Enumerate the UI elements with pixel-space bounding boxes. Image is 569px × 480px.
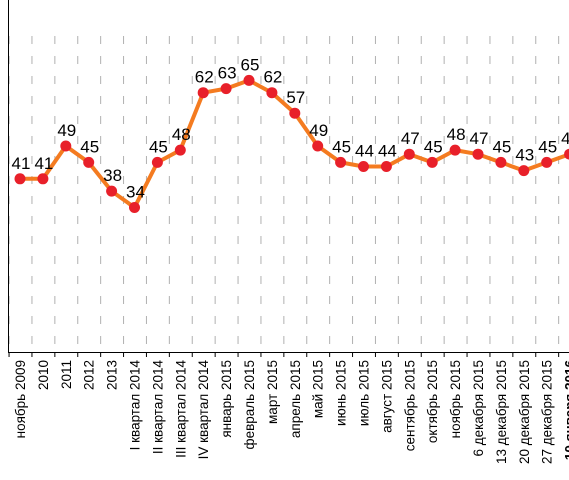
data-point	[266, 87, 278, 99]
axes	[8, 0, 569, 357]
data-label: 47	[561, 129, 569, 148]
x-tick-label: 6 декабря 2015	[471, 360, 486, 457]
x-tick-label: июнь 2015	[334, 360, 349, 426]
x-tick-label: 13 декабря 2015	[494, 360, 509, 464]
data-point	[541, 156, 553, 168]
x-tick-label: январь 2015	[219, 360, 234, 438]
data-label: 48	[172, 125, 191, 144]
data-label: 47	[401, 129, 420, 148]
x-tick-label: 27 декабря 2015	[540, 360, 555, 464]
data-point	[289, 107, 301, 119]
grid-lines	[8, 36, 560, 348]
x-tick-label: июль 2015	[357, 360, 372, 426]
x-tick-label: август 2015	[379, 360, 394, 433]
data-label: 44	[355, 142, 374, 161]
data-point	[220, 83, 232, 95]
data-label: 49	[309, 121, 328, 140]
data-point	[151, 156, 163, 168]
data-label: 63	[218, 64, 237, 83]
data-label: 44	[378, 142, 397, 161]
x-tick-label: 20 декабря 2015	[517, 360, 532, 464]
data-label: 65	[241, 55, 260, 74]
data-point	[106, 185, 118, 197]
data-point	[449, 144, 461, 156]
data-point	[518, 165, 530, 177]
x-tick-label: 10 января 2016	[563, 360, 569, 461]
x-tick-label: март 2015	[265, 360, 280, 424]
data-label: 41	[34, 154, 53, 173]
x-tick-label: апрель 2015	[288, 360, 303, 438]
data-point	[426, 156, 438, 168]
data-point	[243, 74, 255, 86]
x-tick-label: ноябрь 2015	[448, 360, 463, 438]
data-label: 45	[149, 137, 168, 156]
data-label: 38	[103, 166, 122, 185]
data-label: 48	[447, 125, 466, 144]
data-point	[358, 161, 369, 172]
x-tick-label: 2012	[82, 360, 97, 390]
data-label: 49	[57, 121, 76, 140]
series-group	[14, 74, 569, 213]
x-tick-label: 2013	[105, 360, 120, 390]
data-point	[83, 156, 95, 168]
data-label: 45	[332, 137, 351, 156]
x-tick-label: 2010	[36, 360, 51, 390]
data-point	[174, 144, 186, 156]
data-label: 45	[80, 137, 99, 156]
data-label: 47	[470, 129, 489, 148]
data-point	[14, 173, 26, 185]
x-tick-label: III квартал 2014	[173, 360, 188, 458]
data-point	[129, 202, 140, 213]
data-point	[37, 173, 49, 185]
data-point	[380, 161, 392, 172]
data-label: 41	[12, 154, 31, 173]
x-tick-label: сентябрь 2015	[402, 360, 417, 451]
x-tick-label: II квартал 2014	[150, 360, 165, 455]
data-point	[495, 156, 507, 168]
x-tick-label: октябрь 2015	[425, 360, 440, 443]
data-point	[60, 140, 72, 152]
x-tick-label: 2011	[59, 360, 74, 389]
data-point	[403, 148, 415, 160]
data-label: 45	[492, 137, 511, 156]
data-point	[335, 156, 347, 168]
data-label: 62	[263, 68, 282, 87]
data-label: 62	[195, 68, 214, 87]
data-point	[564, 148, 569, 160]
x-tick-label: ноябрь 2009	[13, 360, 28, 438]
data-label: 34	[126, 183, 145, 202]
data-label: 57	[286, 88, 305, 107]
data-point	[472, 148, 484, 160]
x-tick-labels: ноябрь 2009 2010 2011 2012 2013 I квартал 201…	[13, 360, 569, 465]
x-tick-label: IV квартал 2014	[196, 360, 211, 460]
data-point	[312, 140, 324, 152]
data-label: 45	[538, 137, 557, 156]
data-label: 43	[515, 146, 534, 165]
x-tick-label: май 2015	[311, 360, 326, 418]
x-tick-label: февраль 2015	[242, 360, 257, 450]
data-label: 45	[424, 137, 443, 156]
x-tick-label: I квартал 2014	[128, 360, 143, 451]
data-point	[197, 87, 209, 99]
